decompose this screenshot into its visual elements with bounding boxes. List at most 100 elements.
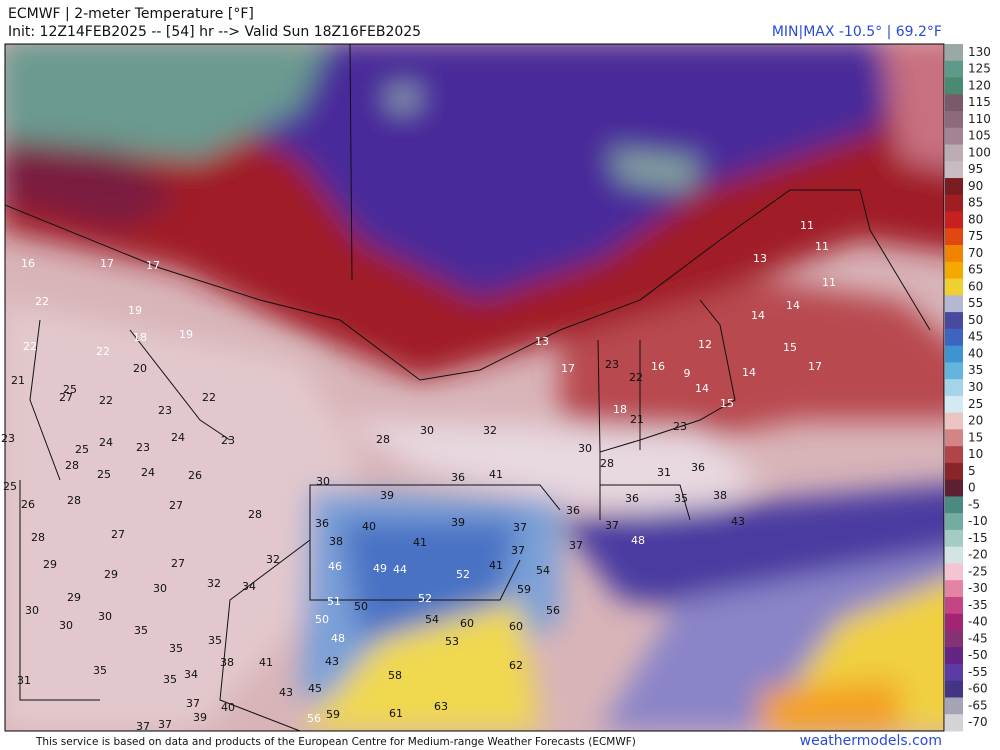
station-value: 40 — [221, 701, 235, 714]
colorbar-swatch — [945, 412, 963, 430]
station-value: 59 — [517, 583, 531, 596]
station-value: 24 — [171, 431, 185, 444]
colorbar-label: 50 — [968, 313, 983, 327]
station-value: 35 — [134, 624, 148, 637]
colorbar-label: -50 — [968, 648, 988, 662]
station-value: 35 — [163, 673, 177, 686]
station-value: 14 — [786, 299, 800, 312]
colorbar-swatch — [945, 596, 963, 615]
colorbar-swatch — [945, 345, 963, 363]
colorbar-swatch — [945, 60, 963, 79]
station-value: 40 — [362, 520, 376, 533]
station-value: 20 — [133, 362, 147, 375]
station-value: 29 — [43, 558, 57, 571]
colorbar-label: 110 — [968, 112, 991, 126]
station-value: 25 — [3, 480, 17, 493]
colorbar-swatch — [945, 379, 963, 397]
station-value: 30 — [25, 604, 39, 617]
station-value: 48 — [631, 534, 645, 547]
station-value: 30 — [98, 610, 112, 623]
colorbar-swatch — [945, 496, 963, 514]
station-value: 35 — [674, 492, 688, 505]
init-line: Init: 12Z14FEB2025 -- [54] hr --> Valid … — [8, 24, 421, 40]
station-value: 32 — [483, 424, 497, 437]
station-value: 35 — [208, 634, 222, 647]
station-value: 28 — [31, 531, 45, 544]
station-value: 11 — [815, 240, 829, 253]
station-value: 46 — [328, 560, 342, 573]
station-value: 38 — [329, 535, 343, 548]
station-value: 37 — [511, 544, 525, 557]
station-value: 16 — [651, 360, 665, 373]
station-value: 62 — [509, 659, 523, 672]
station-value: 18 — [613, 403, 627, 416]
station-value: 37 — [513, 521, 527, 534]
colorbar-label: 115 — [968, 95, 991, 109]
station-value: 22 — [202, 391, 216, 404]
colorbar-swatch — [945, 395, 963, 414]
station-value: 13 — [753, 252, 767, 265]
map-frame — [4, 43, 945, 732]
colorbar-swatch — [945, 278, 963, 296]
colorbar-swatch — [945, 127, 963, 146]
station-value: 14 — [695, 382, 709, 395]
colorbar-label: -20 — [968, 548, 988, 562]
station-value: 56 — [307, 712, 321, 725]
colorbar-label: 20 — [968, 414, 983, 428]
station-value: 27 — [111, 528, 125, 541]
colorbar-swatch — [945, 446, 963, 464]
colorbar-label: -35 — [968, 598, 988, 612]
station-value: 21 — [630, 413, 644, 426]
station-value: 23 — [1, 432, 15, 445]
station-value: 23 — [673, 420, 687, 433]
station-value: 56 — [546, 604, 560, 617]
colorbar-label: 25 — [968, 397, 983, 411]
station-value: 22 — [96, 345, 110, 358]
colorbar-swatch — [945, 44, 963, 62]
colorbar-swatch — [945, 462, 963, 481]
station-value: 17 — [100, 257, 114, 270]
station-value: 54 — [536, 564, 550, 577]
station-value: 27 — [169, 499, 183, 512]
station-value: 58 — [388, 669, 402, 682]
station-value: 29 — [104, 568, 118, 581]
station-value: 29 — [67, 591, 81, 604]
station-value: 34 — [242, 580, 256, 593]
colorbar-label: 70 — [968, 246, 983, 260]
colorbar-swatch — [945, 362, 963, 380]
station-value: 50 — [315, 613, 329, 626]
colorbar-swatch — [945, 245, 963, 263]
colorbar-label: 45 — [968, 330, 983, 344]
station-value: 18 — [133, 331, 147, 344]
colorbar-swatch — [945, 161, 963, 179]
colorbar-label: 15 — [968, 430, 983, 444]
credit: This service is based on data and produc… — [35, 736, 636, 748]
station-value: 36 — [566, 504, 580, 517]
colorbar-swatch — [945, 178, 963, 196]
colorbar-label: -65 — [968, 698, 988, 712]
station-value: 31 — [17, 674, 31, 687]
station-value: 23 — [605, 358, 619, 371]
station-value: 25 — [63, 383, 77, 396]
station-value: 59 — [326, 708, 340, 721]
station-value: 41 — [489, 468, 503, 481]
station-value: 37 — [136, 720, 150, 733]
colorbar-label: 85 — [968, 196, 983, 210]
station-value: 63 — [434, 700, 448, 713]
station-value: 30 — [316, 475, 330, 488]
station-value: 14 — [751, 309, 765, 322]
station-value: 49 — [373, 562, 387, 575]
colorbar-swatch — [945, 77, 963, 95]
colorbar-label: -60 — [968, 682, 988, 696]
colorbar-swatch — [945, 546, 963, 564]
station-value: 50 — [354, 600, 368, 613]
colorbar-swatch — [945, 144, 963, 162]
station-value: 22 — [23, 340, 37, 353]
station-value: 27 — [171, 557, 185, 570]
colorbar-swatch — [945, 529, 963, 548]
station-value: 16 — [21, 257, 35, 270]
station-value: 48 — [331, 632, 345, 645]
station-value: 60 — [460, 617, 474, 630]
station-value: 36 — [315, 517, 329, 530]
station-value: 23 — [136, 441, 150, 454]
